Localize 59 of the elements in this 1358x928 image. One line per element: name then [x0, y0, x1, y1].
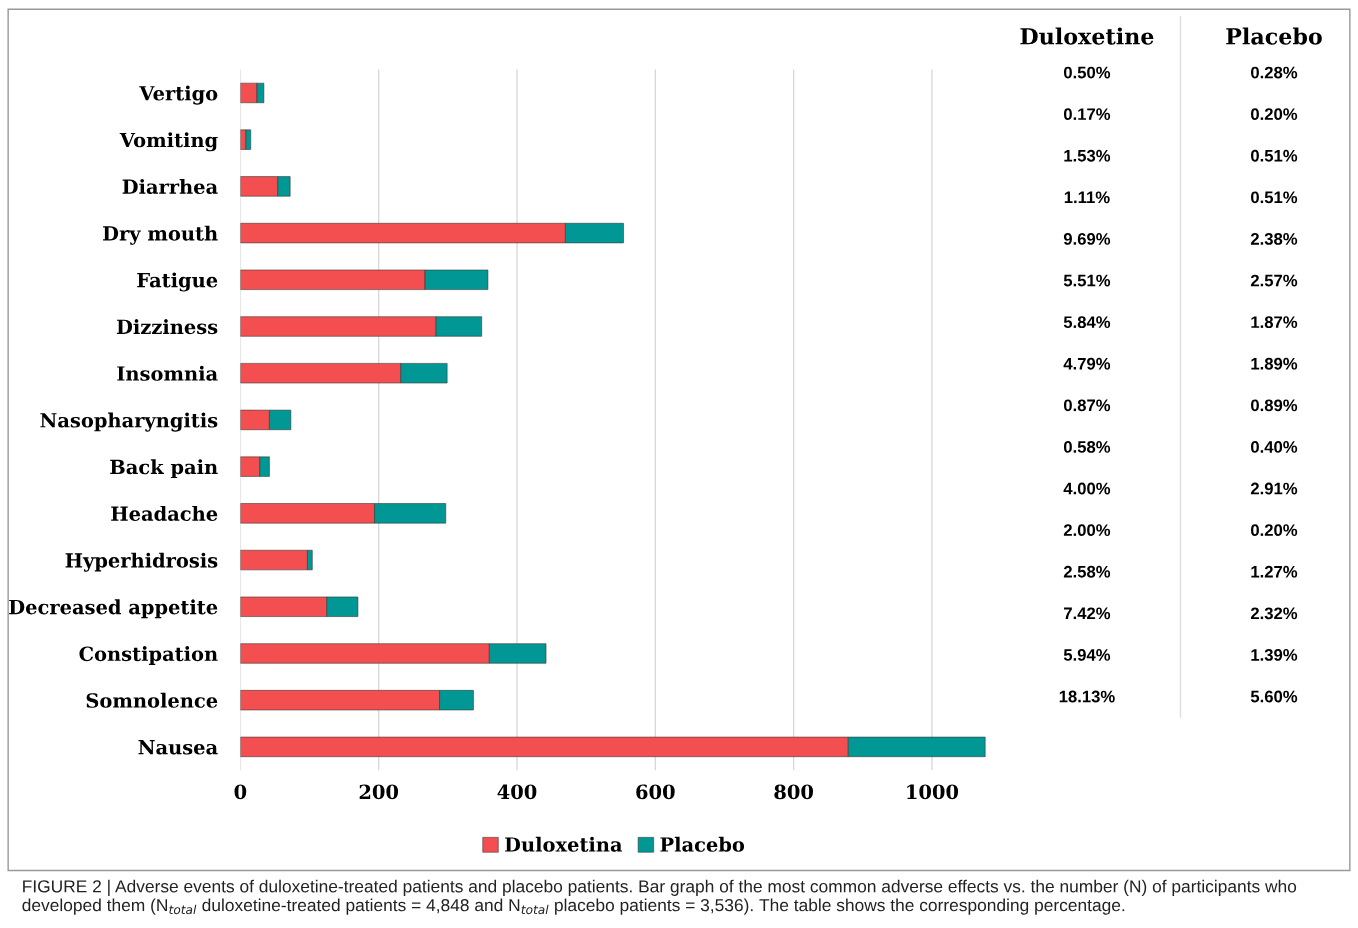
text: 0.50% [1063, 66, 1111, 79]
y-tick-label: Nasopharyngitis [40, 412, 218, 432]
text: 9.69% [1063, 233, 1111, 245]
text: 1.11% [1064, 191, 1110, 204]
y-tick-label: Nausea [138, 740, 218, 755]
y-tick-label: Decreased appetite [9, 599, 218, 619]
text: 2.38% [1250, 233, 1298, 245]
y-tick-label: Constipation [79, 646, 218, 665]
text: 2.32% [1250, 607, 1298, 620]
y-tick-label: Somnolence [86, 692, 218, 708]
text: 0.17% [1063, 108, 1111, 121]
y-tick-label: Headache [111, 505, 218, 521]
text: 1.89% [1251, 357, 1298, 370]
text: 0.58% [1063, 441, 1111, 453]
y-tick-label: Vomiting [119, 132, 218, 152]
text: 0.20% [1251, 108, 1298, 121]
text: 2.57% [1250, 274, 1298, 287]
x-tick-label: 0 [234, 784, 247, 800]
text: 1.39% [1251, 649, 1298, 661]
y-tick-label: Fatigue [137, 272, 218, 292]
y-tick-label: Vertigo [139, 85, 218, 105]
caption: FIGURE 2 | Adverse events of duloxetine-treated patients and placebo patients. Bar graph of the most common adverse effects vs. the number (N) of participants who developed them (N$_{total}$ duloxetine-treated patients = 4,848 and N$_{total}$ placebo patients = 3,536). The table shows the corresponding percentage. [22, 879, 1297, 915]
text: 0.87% [1063, 399, 1111, 412]
y-tick-label: Dry mouth [103, 225, 218, 245]
y-tick-label: Insomnia [117, 365, 218, 381]
text: 4.79% [1063, 357, 1111, 370]
x-tick-label: 800 [774, 784, 814, 800]
text: 5.84% [1063, 316, 1111, 329]
text: 0.40% [1251, 441, 1298, 453]
x-tick-label: 200 [359, 784, 399, 800]
text: 2.91% [1250, 482, 1298, 495]
bar [245, 129, 252, 150]
text: 18.13% [1059, 690, 1115, 703]
text: 0.51% [1251, 191, 1298, 204]
y-tick-label: Dizziness [116, 319, 218, 335]
category-label: Duloxetine [1020, 27, 1154, 45]
text: 1.27% [1251, 565, 1298, 578]
y-tick-label: Back pain [110, 459, 218, 479]
text: 1.87% [1251, 316, 1298, 329]
category-label: Placebo [1226, 27, 1322, 45]
text: 5.51% [1063, 274, 1111, 287]
text: 2.58% [1063, 565, 1111, 578]
legend-label: Placebo [660, 836, 745, 852]
x-tick-label: 1000 [907, 784, 959, 800]
text: 2.00% [1063, 524, 1111, 537]
text: 0.89% [1251, 399, 1298, 412]
text: 5.94% [1063, 649, 1111, 661]
y-tick-label: Diarrhea [122, 178, 218, 195]
x-tick-label: 600 [636, 784, 675, 800]
y-tick-label: Hyperhidrosis [65, 552, 218, 572]
text: 1.53% [1064, 149, 1111, 162]
text: 0.28% [1251, 66, 1298, 79]
legend-label: Duloxetina [505, 836, 623, 852]
text: 0.51% [1251, 149, 1298, 162]
text: 0.20% [1251, 524, 1298, 537]
text: 4.00% [1063, 482, 1111, 495]
text: 5.60% [1250, 690, 1298, 703]
text: 7.42% [1064, 607, 1111, 620]
x-tick-label: 400 [497, 784, 537, 800]
